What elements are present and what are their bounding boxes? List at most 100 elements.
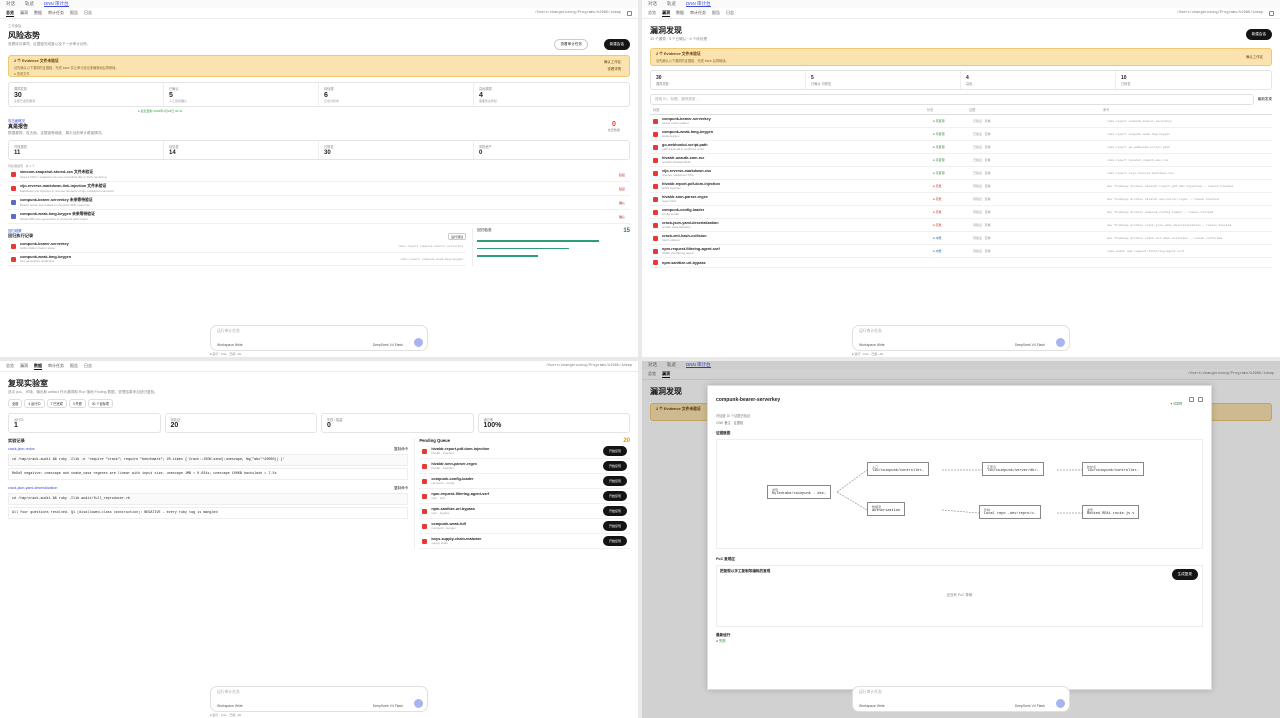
nav-reports[interactable]: 报告 [70,10,78,15]
graph-node[interactable]: 入口 lib/coinpunk/controller… [867,462,929,476]
close-icon[interactable] [1198,397,1203,403]
model-select[interactable]: DeepSeek V4 Flash [1014,704,1045,708]
item-action[interactable]: 链接 [618,186,625,191]
workspace-select[interactable]: Workspace Write [859,704,885,708]
start-repro-button[interactable]: 开始复现 [602,446,627,456]
filter-chip[interactable]: 4 失败 [68,399,86,408]
evidence-cell[interactable]: 待验证 · 查看 [973,197,991,201]
run-test-button[interactable]: 运行测试 [448,233,467,240]
graph-node[interactable]: 发现 Booted REAL route.js v [1082,505,1140,519]
tab-chat[interactable]: 对话 [648,362,657,367]
table-row[interactable]: compunk-weak-hmg-keygen Key generation we… [8,253,467,266]
send-icon[interactable] [414,699,423,708]
start-repro-button[interactable]: 开始复现 [602,461,627,471]
graph-node[interactable]: 发现 byledrake/coinpunk - des… [767,485,831,499]
graph-node[interactable]: 数据流 authorization [867,502,906,516]
new-session-button[interactable]: 新建会话 [603,39,630,50]
graph-node[interactable]: 防护点 lib/coinpunk/controller… [1082,462,1144,476]
tab-trace[interactable]: 轨迹 [25,1,34,6]
table-row[interactable]: compunk-bearer-serverkey bearer token lea… [650,115,1272,128]
queue-item[interactable]: compunk-weak-hdf compunk · keygen 开始复现 [419,519,630,534]
start-repro-button[interactable]: 开始复现 [602,491,627,501]
workspace-select[interactable]: Workspace Write [217,704,243,708]
chat-input[interactable]: 运行审计任务 Workspace Write DeepSeek V4 Flash [210,325,428,351]
table-row[interactable]: crack-json-yaml-deserialization unsafe de… [650,219,1272,232]
queue-item[interactable]: compunk-config-loader compunk · config 开始复… [419,474,630,489]
model-select[interactable]: DeepSeek V4 Flash [1014,343,1045,347]
list-item[interactable]: compunk-bearer-serverkey 未来等待验证 Bearer se… [8,196,630,210]
tab-chat[interactable]: 对话 [648,1,657,6]
nav-data[interactable]: 数据 [34,362,42,370]
send-icon[interactable] [1056,699,1065,708]
table-row[interactable]: go-webhookd-script-path path traversal in… [650,141,1272,154]
evidence-cell[interactable]: 已验证 · 查看 [973,119,991,123]
workspace-select[interactable]: Workspace Write [859,343,885,347]
evidence-cell[interactable]: 已验证 · 查看 [973,171,991,175]
chat-input[interactable]: 运行审计任务 Workspace Write DeepSeek V4 Flash [210,686,428,712]
start-repro-button[interactable]: 开始复现 [602,476,627,486]
queue-item[interactable]: npm-request-filtering-agent-ssrf npm · ss… [419,489,630,504]
view-details-link[interactable]: 查看详情 [607,67,621,71]
filter-chip[interactable]: 30 个目标项 [87,399,114,408]
list-item[interactable]: vijo-reverse-markdown-link-injection 文件未… [8,182,630,196]
nav-overview[interactable]: 总览 [6,9,14,17]
workspace-select[interactable]: Workspace Write [217,343,243,347]
table-row[interactable]: hivaldr-smn-parser-regex regex DoS ● 高危 待验证… [650,193,1272,206]
queue-item[interactable]: hivaldr-smn-parser-regex hivaldr · inject… [419,459,630,474]
copy-command-button[interactable]: 复制命令 [393,486,409,490]
filter-chip[interactable]: 7 已完成 [46,399,67,408]
new-session-button[interactable]: 新建会话 [1245,29,1272,40]
item-action[interactable]: 链接 [618,172,625,177]
start-repro-button[interactable]: 开始复现 [602,521,627,531]
evidence-cell[interactable]: 待验证 · 查看 [973,236,991,240]
search-input[interactable]: 搜索 ID、标题、漏洞类型… [650,94,1254,105]
tab-audit[interactable]: DNN 审计台 [686,1,711,7]
evidence-cell[interactable]: 已验证 · 查看 [973,145,991,149]
refresh-icon[interactable] [1269,10,1274,16]
tab-chat[interactable]: 对话 [6,1,15,6]
tab-audit[interactable]: DNN 审计台 [686,362,711,368]
table-row[interactable]: vijo-reverse-markdown-xss reverse markdow… [650,167,1272,180]
confirm-workspace-link[interactable]: 确认工作区 [1246,55,1263,59]
warning-link[interactable]: ● 查看文件 [14,72,30,76]
list-item[interactable]: compunk-weak-hmg-keygen 未来等待验证 Weak HMG k… [8,210,630,224]
evidence-cell[interactable]: 待验证 · 查看 [973,223,991,227]
nav-tasks[interactable]: 审计任务 [48,10,64,15]
nav-overview[interactable]: 总览 [6,363,14,368]
filter-chip[interactable]: 4 运行中 [24,399,45,408]
filter-chip[interactable]: 全部 [8,399,23,408]
evidence-cell[interactable]: 已验证 · 查看 [973,158,991,162]
queue-item[interactable]: npm-sanitize-url-bypass npm · bypass 开始复现 [419,504,630,519]
table-row[interactable]: compunk-config-loader config loader ● 高危 待验… [650,206,1272,219]
evidence-cell[interactable]: 待验证 · 查看 [973,184,991,188]
queue-item[interactable]: hivaldr-report-pdf-dom-injection hivaldr … [419,444,630,459]
send-icon[interactable] [1056,338,1065,347]
table-row[interactable]: npm-request-filtering-agent-ssrf SSRF via… [650,245,1272,258]
copy-command-button[interactable]: 复制命令 [393,447,409,451]
nav-data[interactable]: 数据 [34,10,42,15]
nav-vulns[interactable]: 漏洞 [662,370,670,378]
model-select[interactable]: DeepSeek V4 Flash [372,704,403,708]
tab-trace[interactable]: 轨迹 [667,362,676,367]
nav-logs[interactable]: 日志 [84,363,92,368]
generate-poc-button[interactable]: 生成复现 [1171,569,1198,580]
send-icon[interactable] [414,338,423,347]
chat-input[interactable]: 运行审计任务 Workspace Write DeepSeek V4 Flash [852,686,1070,712]
nav-vulns[interactable]: 漏洞 [662,9,670,17]
queue-item[interactable]: boys-supply-chain-malware supply chain 开始复… [419,534,630,549]
list-item[interactable]: simcom-snapshot-stored-xss 文件未验证 Stored X… [8,168,630,182]
item-action[interactable]: 确认 [618,214,625,219]
tab-trace[interactable]: 轨迹 [667,1,676,6]
chat-input[interactable]: 运行审计任务 Workspace Write DeepSeek V4 Flash [852,325,1070,351]
graph-node[interactable]: 汇聚点 lib/coinpunk/server/db/… [982,462,1044,476]
nav-vulns[interactable]: 漏洞 [20,363,28,368]
nav-logs[interactable]: 日志 [726,10,734,15]
evidence-cell[interactable]: 待验证 · 查看 [973,249,991,253]
table-row[interactable]: compunk-weak-hmg-keygen weak keygen ● 可复现 已… [650,128,1272,141]
run-title[interactable]: crack-json-redos [8,447,35,451]
nav-reports[interactable]: 报告 [712,10,720,15]
nav-reports[interactable]: 报告 [70,363,78,368]
run-title[interactable]: crack-json-yaml-deserialization [8,486,58,490]
nav-tasks[interactable]: 审计任务 [690,10,706,15]
evidence-cell[interactable]: 待验证 · 查看 [973,210,991,214]
